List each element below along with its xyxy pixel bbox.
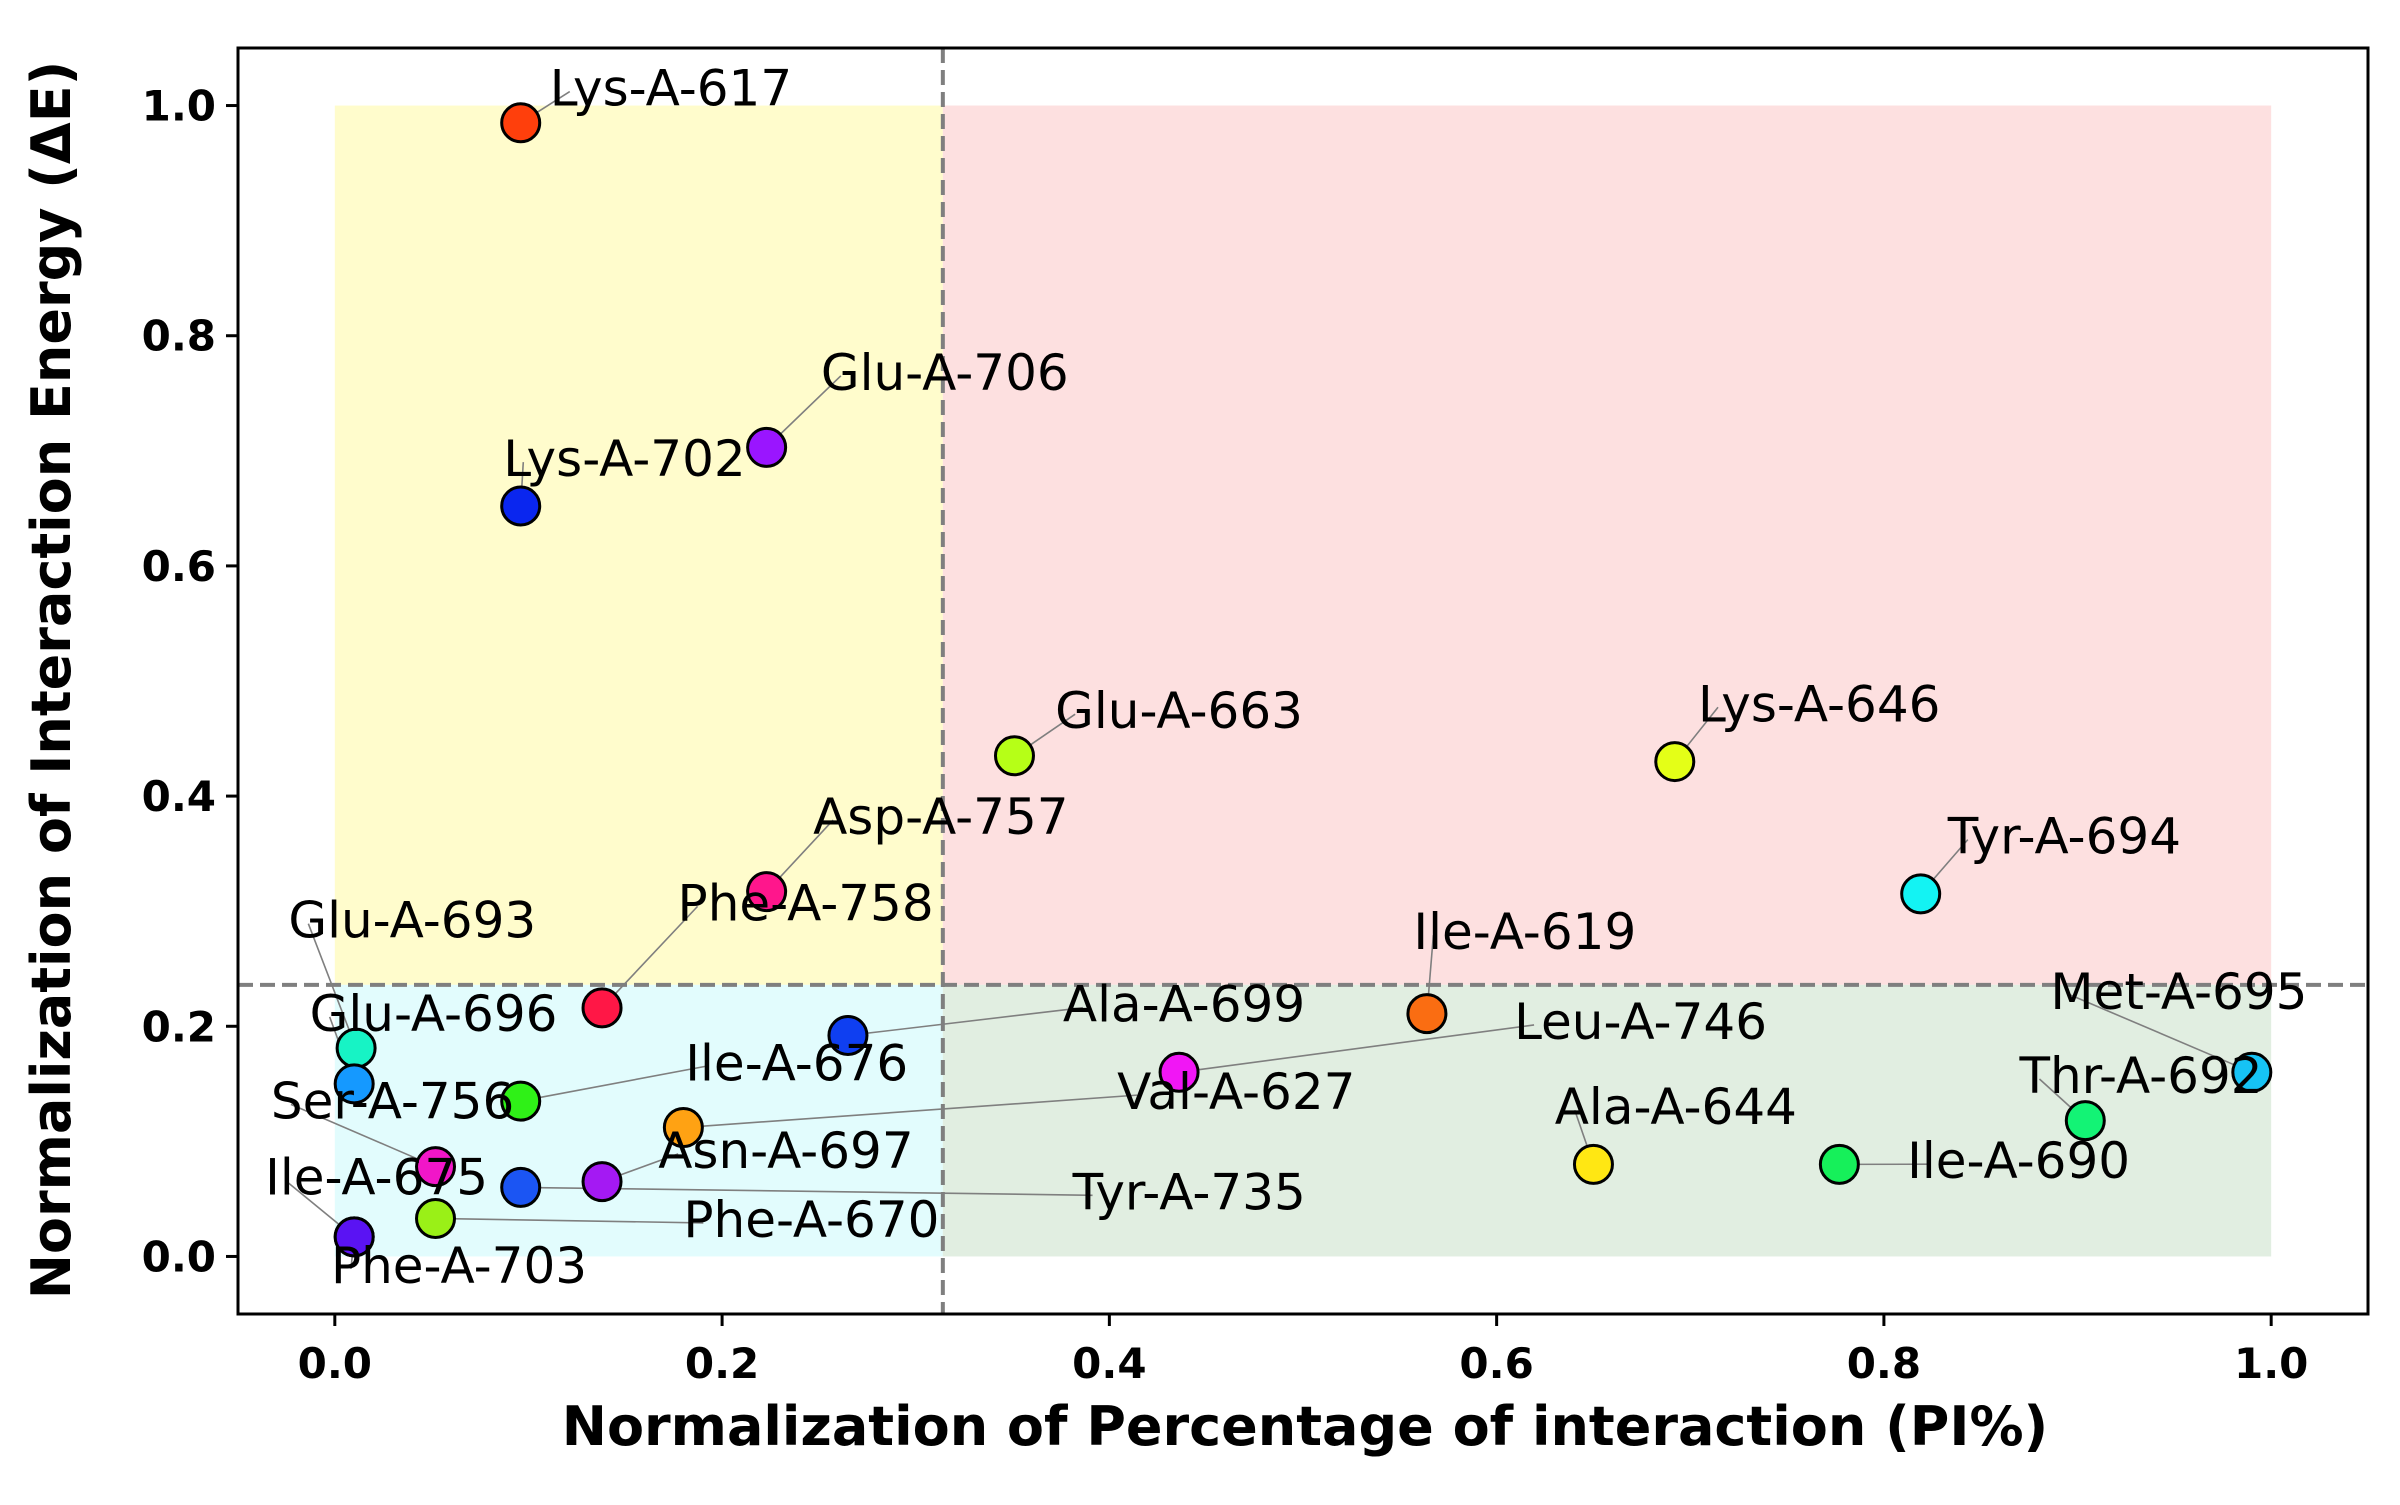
point-label: Lys-A-702 (503, 430, 745, 488)
data-point (1574, 1145, 1612, 1183)
point-label: Leu-A-746 (1514, 993, 1767, 1051)
point-label: Asp-A-757 (813, 788, 1069, 846)
point-label: Glu-A-696 (310, 985, 558, 1043)
data-point (1656, 743, 1694, 781)
y-tick-label: 1.0 (142, 82, 216, 131)
data-point (502, 1168, 540, 1206)
point-label: Ser-A-756 (271, 1072, 514, 1130)
y-axis-title: Normalization of Interaction Energy (ΔE) (20, 61, 83, 1300)
data-point (583, 1163, 621, 1201)
y-tick-label: 0.6 (142, 542, 216, 591)
point-label: Lys-A-617 (550, 60, 792, 118)
data-point (995, 737, 1033, 775)
point-label: Met-A-695 (2050, 963, 2307, 1021)
point-label: Phe-A-703 (331, 1237, 587, 1295)
quadrant-top-left (335, 106, 943, 985)
data-point (502, 104, 540, 142)
point-label: Ile-A-619 (1413, 903, 1636, 961)
point-label: Glu-A-663 (1055, 682, 1303, 740)
point-label: Glu-A-706 (821, 344, 1069, 402)
point-label: Ala-A-644 (1555, 1078, 1797, 1136)
y-tick-label: 0.0 (142, 1232, 216, 1281)
data-point (748, 428, 786, 466)
y-tick-label: 0.8 (142, 312, 216, 361)
point-label: Asn-A-697 (658, 1122, 913, 1180)
x-axis-title: Normalization of Percentage of interacti… (562, 1395, 2048, 1458)
point-label: Thr-A-692 (2018, 1047, 2262, 1105)
point-label: Tyr-A-735 (1072, 1163, 1306, 1221)
point-label: Ile-A-675 (265, 1148, 488, 1206)
point-label: Tyr-A-694 (1947, 808, 2181, 866)
x-tick-label: 0.6 (1459, 1339, 1533, 1388)
data-point (1408, 995, 1446, 1033)
data-point (1902, 875, 1940, 913)
data-point (502, 487, 540, 525)
data-point (1820, 1145, 1858, 1183)
x-tick-label: 0.2 (685, 1339, 759, 1388)
point-label: Ile-A-676 (685, 1034, 908, 1092)
x-tick-label: 1.0 (2234, 1339, 2308, 1388)
point-label: Ile-A-690 (1907, 1132, 2130, 1190)
data-point (583, 989, 621, 1027)
point-label: Lys-A-646 (1698, 675, 1940, 733)
y-tick-label: 0.2 (142, 1002, 216, 1051)
point-label: Phe-A-670 (683, 1191, 939, 1249)
y-tick-label: 0.4 (142, 772, 216, 821)
x-tick-label: 0.8 (1847, 1339, 1921, 1388)
point-label: Glu-A-693 (288, 892, 536, 950)
point-label: Ala-A-699 (1063, 976, 1305, 1034)
point-label: Val-A-627 (1117, 1063, 1355, 1121)
x-tick-label: 0.4 (1072, 1339, 1146, 1388)
x-tick-label: 0.0 (298, 1339, 372, 1388)
point-label: Phe-A-758 (678, 874, 934, 932)
